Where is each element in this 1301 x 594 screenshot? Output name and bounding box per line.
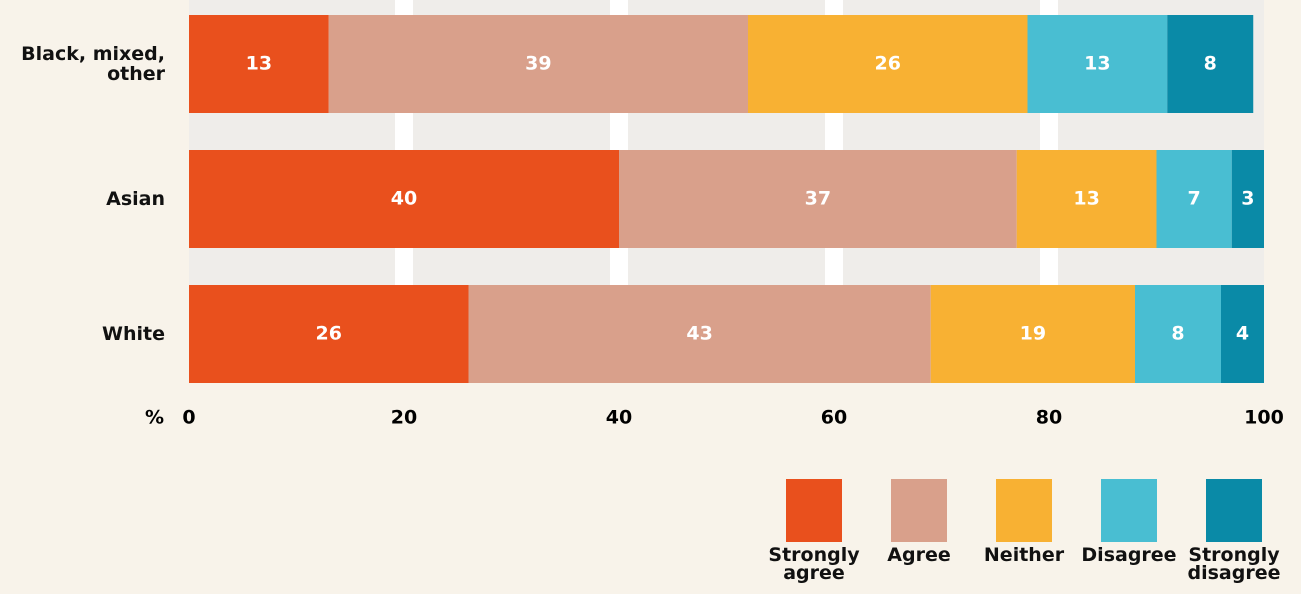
data-label: 19 — [1020, 323, 1046, 345]
bar-segment — [1016, 150, 1157, 248]
bar-segment — [189, 15, 329, 113]
bar-segment — [930, 285, 1135, 383]
legend-label: Strongly agree — [768, 544, 860, 584]
legend-label: Neither — [983, 544, 1065, 566]
data-label: 26 — [316, 323, 342, 345]
data-label: 4 — [1236, 323, 1249, 345]
x-tick-label: 80 — [1036, 407, 1062, 429]
bar-segment — [328, 15, 748, 113]
x-tick-label: 40 — [606, 407, 632, 429]
x-axis-label: % — [145, 407, 164, 429]
bar-segment — [189, 150, 619, 248]
data-label: 8 — [1204, 53, 1217, 75]
data-label: 3 — [1241, 188, 1254, 210]
x-tick-label: 0 — [182, 407, 195, 429]
data-label: 7 — [1188, 188, 1201, 210]
x-tick-label: 100 — [1244, 407, 1284, 429]
category-label: Asian — [106, 188, 165, 210]
data-label: 13 — [246, 53, 272, 75]
bar-segment — [1167, 15, 1254, 113]
data-label: 13 — [1073, 188, 1099, 210]
legend-swatch — [891, 479, 947, 542]
data-label: 26 — [875, 53, 901, 75]
bar-segment — [189, 285, 469, 383]
bar-segment — [1027, 15, 1168, 113]
data-label: 40 — [391, 188, 417, 210]
category-label: Black, mixed, other — [21, 43, 165, 85]
category-label: White — [102, 323, 165, 345]
legend-swatch — [1206, 479, 1262, 542]
data-label: 37 — [805, 188, 831, 210]
legend-swatch — [1101, 479, 1157, 542]
bar-segment — [1231, 150, 1264, 248]
legend-label: Strongly disagree — [1187, 544, 1281, 584]
legend-label: Disagree — [1081, 544, 1177, 566]
x-tick-label: 60 — [821, 407, 847, 429]
legend-swatch — [786, 479, 842, 542]
bar-segment — [748, 15, 1028, 113]
bar-segment — [1135, 285, 1221, 383]
data-label: 39 — [525, 53, 551, 75]
bar-segment — [1221, 285, 1264, 383]
data-label: 8 — [1171, 323, 1184, 345]
x-tick-label: 20 — [391, 407, 417, 429]
legend-label: Agree — [887, 544, 951, 566]
bar-segment — [1156, 150, 1232, 248]
bar-segment — [468, 285, 931, 383]
legend-swatch — [996, 479, 1052, 542]
data-label: 43 — [686, 323, 712, 345]
data-label: 13 — [1084, 53, 1110, 75]
bar-segment — [619, 150, 1017, 248]
